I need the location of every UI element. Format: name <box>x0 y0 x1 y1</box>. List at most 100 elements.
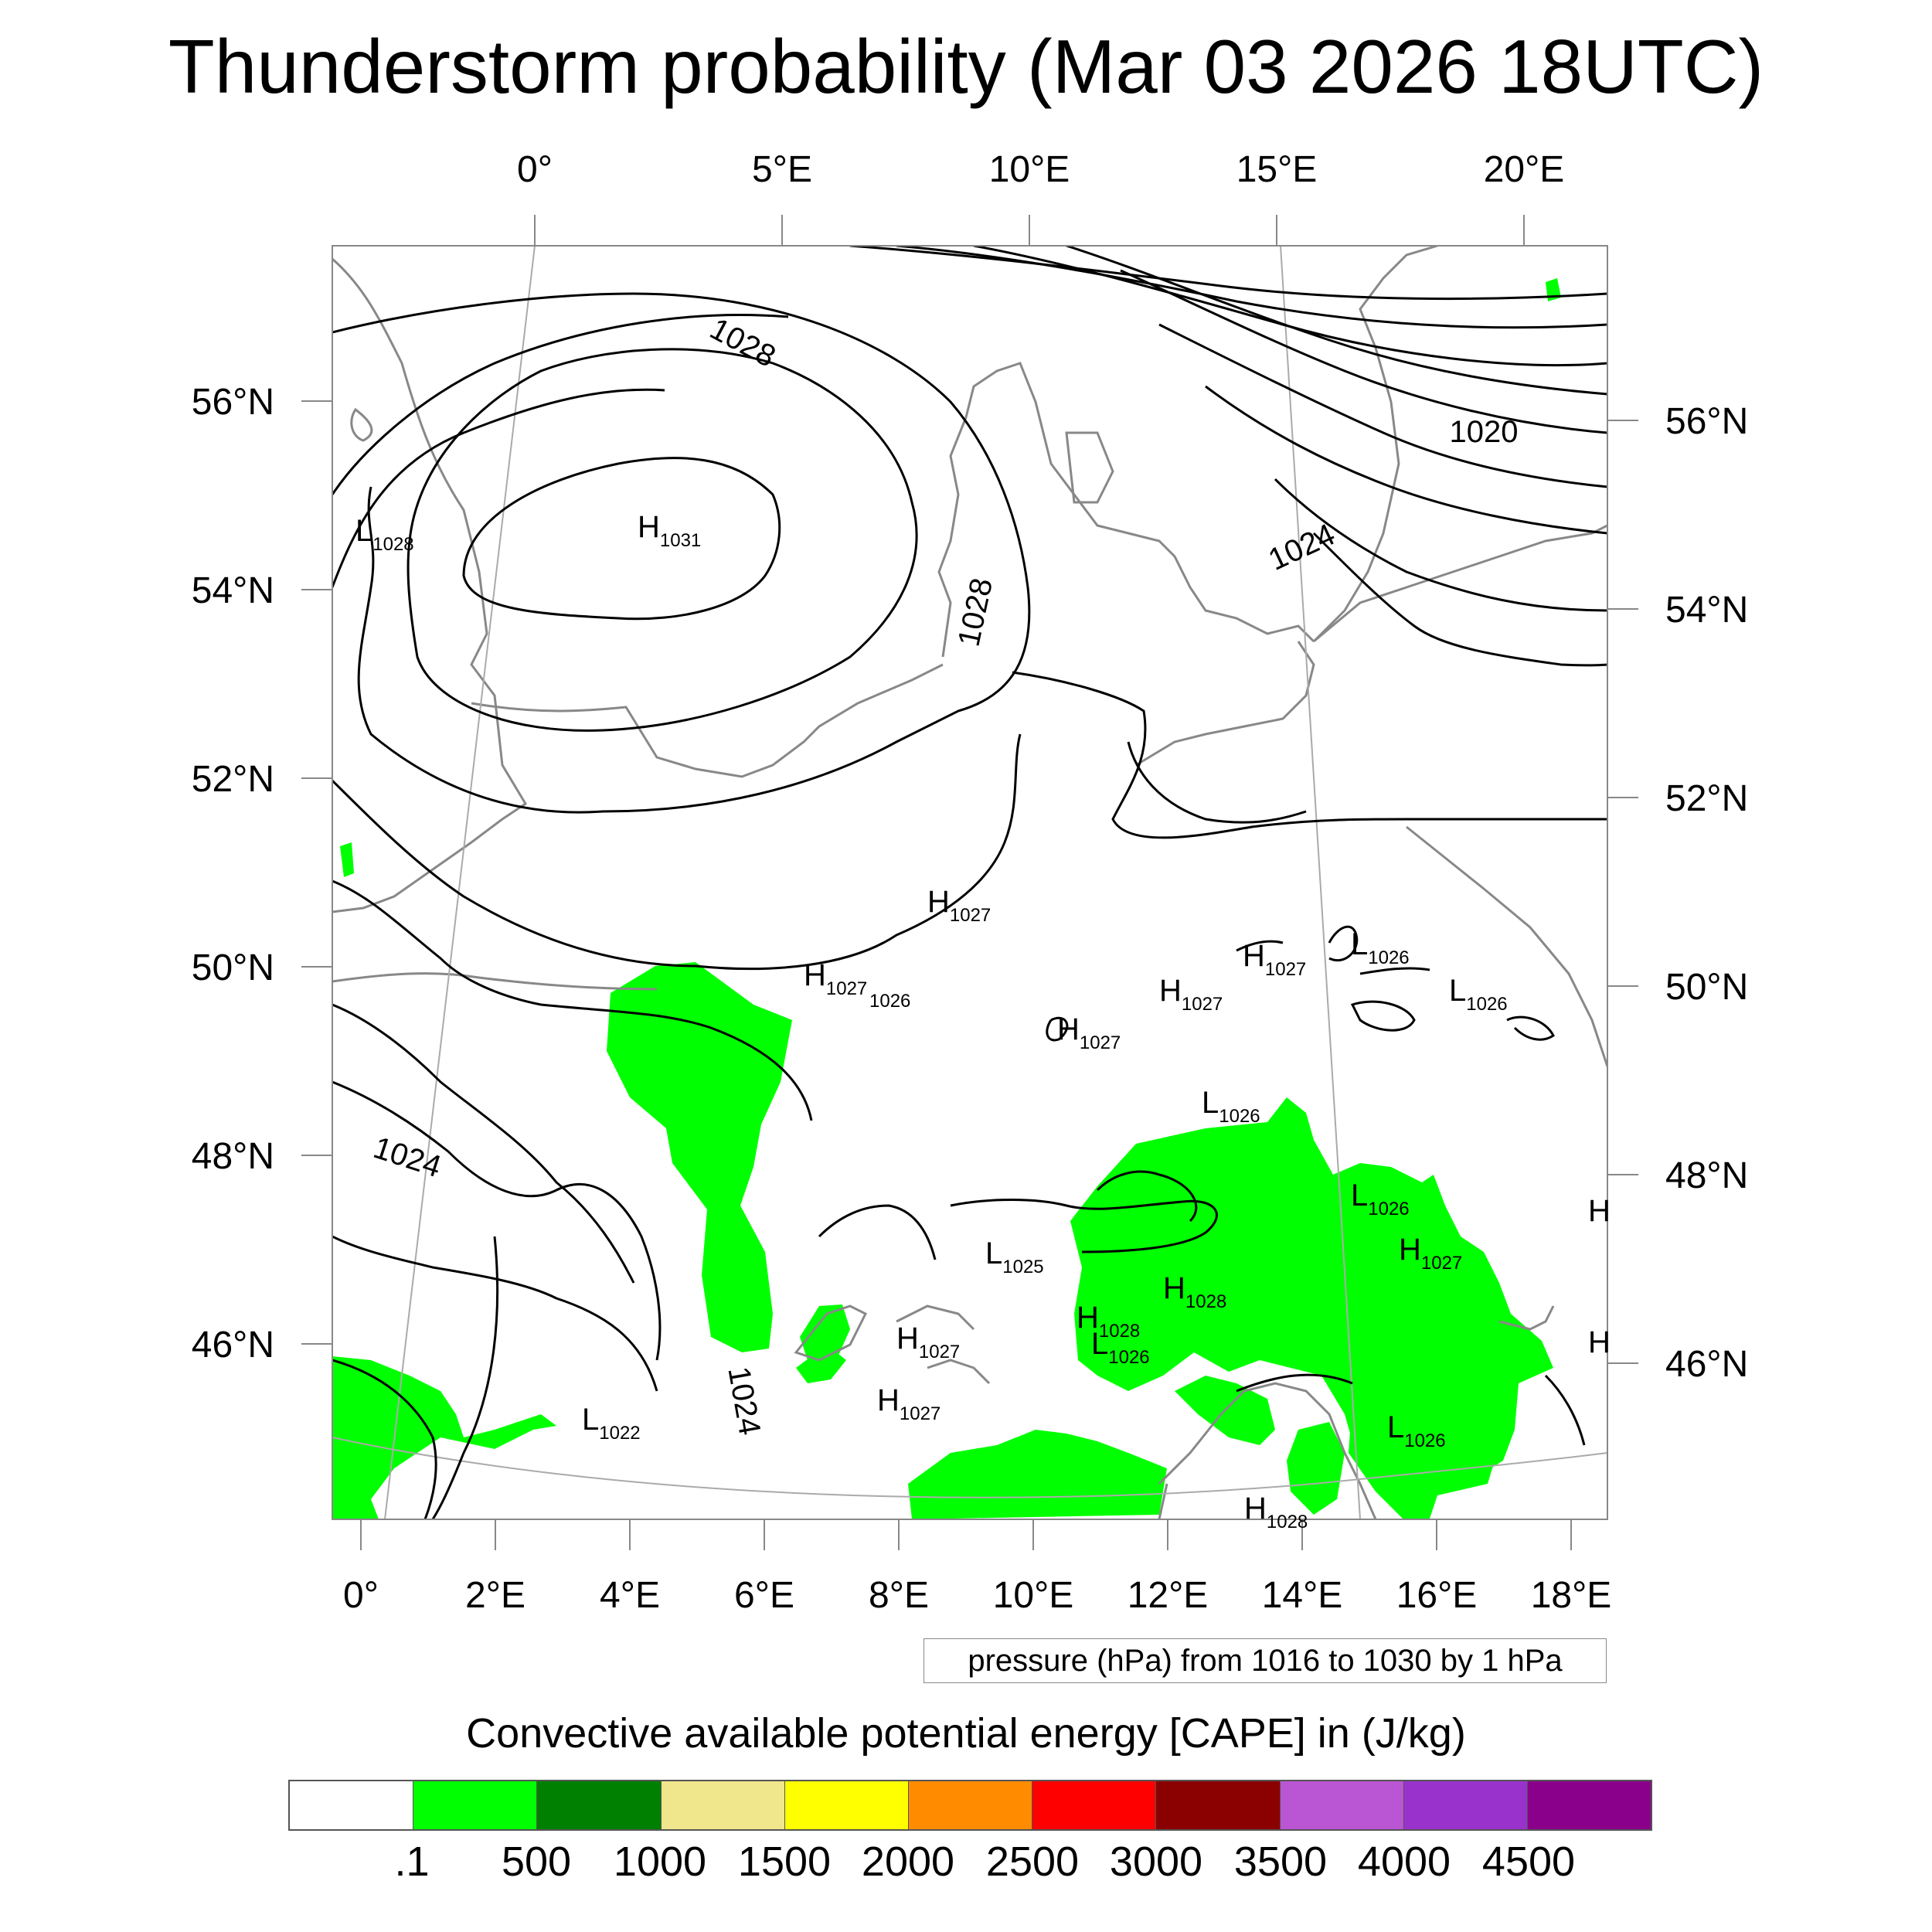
bottom-lon-labels: 0° 2°E 4°E 6°E 8°E 10°E 12°E 14°E 16°E 1… <box>343 1575 1611 1616</box>
bottom-lon-label: 14°E <box>1262 1575 1343 1616</box>
pressure-center-label: H1027 <box>804 958 867 999</box>
pressure-center-label: L1026 <box>1351 927 1410 968</box>
cape-region-southwest <box>332 1356 556 1519</box>
coastlines <box>332 246 1607 1519</box>
colorbar-swatch <box>1403 1781 1528 1829</box>
colorbar-swatch <box>784 1781 909 1829</box>
right-lat-label: 54°N <box>1665 590 1748 631</box>
colorbar-tick-labels: .1 500 1000 1500 2000 2500 3000 3500 400… <box>0 1838 1932 1892</box>
cape-region-po <box>908 1430 1167 1519</box>
bottom-lon-label: 8°E <box>869 1575 929 1616</box>
cape-region-nw-spot <box>340 842 354 877</box>
isobar-label: 1028 <box>704 311 781 374</box>
colorbar-swatch <box>290 1781 414 1829</box>
pressure-center-label: H1028 <box>1163 1271 1226 1312</box>
colorbar-tick-label: 500 <box>501 1838 572 1885</box>
pressure-centers: L1028 H1031 H1027 H1027 1026 H1027 H1027… <box>355 510 1611 1532</box>
colorbar-swatch <box>537 1781 662 1829</box>
pressure-center-label: L1028 <box>355 514 414 555</box>
colorbar-tick-label: 1000 <box>613 1838 707 1885</box>
pressure-center-label: H1027 <box>877 1383 940 1424</box>
bottom-lon-label: 18°E <box>1531 1575 1612 1616</box>
bottom-lon-label: 4°E <box>600 1575 660 1616</box>
cape-region-rhone <box>796 1345 846 1383</box>
pressure-contour-note: pressure (hPa) from 1016 to 1030 by 1 hP… <box>923 1638 1607 1683</box>
colorbar-title: Convective available potential energy [C… <box>466 1710 1466 1757</box>
cape-region-east-lower <box>1349 1352 1515 1519</box>
cape-area <box>332 278 1561 1519</box>
right-lat-label: 56°N <box>1665 401 1748 442</box>
pressure-center-label: H1027 <box>896 1321 960 1362</box>
colorbar-swatch <box>1280 1781 1404 1829</box>
bottom-lon-label: 16°E <box>1396 1575 1478 1616</box>
left-lat-label: 54°N <box>192 570 274 611</box>
pressure-center-label: L1025 <box>985 1236 1044 1277</box>
isobar-label: 1024 <box>369 1131 445 1184</box>
colorbar-swatch <box>1156 1781 1281 1829</box>
top-lon-label: 20°E <box>1484 149 1565 190</box>
pressure-center-label: L1026 <box>1387 1410 1446 1451</box>
colorbar-swatch <box>908 1781 1033 1829</box>
cape-region-ne-spot <box>1546 278 1561 301</box>
pressure-center-label: H1028 <box>1244 1492 1308 1532</box>
right-lat-labels: 56°N 54°N 52°N 50°N 48°N 46°N <box>1665 401 1748 1385</box>
right-lat-label: 48°N <box>1665 1155 1748 1196</box>
pressure-center-label: H <box>1588 1194 1611 1228</box>
top-lon-label: 15°E <box>1236 149 1318 190</box>
right-lat-label: 46°N <box>1665 1344 1748 1385</box>
pressure-center-label: H1027 <box>1159 974 1223 1015</box>
left-lat-labels: 56°N 54°N 52°N 50°N 48°N 46°N <box>192 382 274 1366</box>
bottom-lon-label: 10°E <box>993 1575 1074 1616</box>
pressure-center-label: L1022 <box>582 1403 641 1444</box>
pressure-center-label: L1026 <box>1202 1086 1260 1127</box>
colorbar-swatch <box>661 1781 785 1829</box>
top-lon-label: 5°E <box>752 149 812 190</box>
colorbar-tick-label: .1 <box>394 1838 430 1885</box>
pressure-center-label: H1031 <box>638 510 701 551</box>
colorbar-swatch <box>1032 1781 1157 1829</box>
top-lon-label: 10°E <box>989 149 1070 190</box>
left-lat-label: 56°N <box>192 382 274 423</box>
bottom-lon-label: 6°E <box>734 1575 794 1616</box>
right-lat-label: 50°N <box>1665 967 1748 1008</box>
bottom-lon-label: 0° <box>343 1575 379 1616</box>
pressure-center-label: L1026 <box>1449 974 1508 1015</box>
colorbar-tick-label: 4500 <box>1481 1838 1576 1885</box>
colorbar-swatch <box>1527 1781 1651 1829</box>
isobar-label: 1024 <box>721 1364 767 1437</box>
left-lat-label: 46°N <box>192 1325 274 1366</box>
plot-frame <box>332 245 1608 1520</box>
cape-region-croatia <box>1287 1422 1345 1515</box>
left-lat-label: 52°N <box>192 759 274 800</box>
top-lon-label: 0° <box>517 149 553 190</box>
bottom-lon-label: 2°E <box>465 1575 526 1616</box>
pressure-center-label: H1027 <box>1399 1233 1462 1274</box>
map-title: Thunderstorm probability (Mar 03 2026 18… <box>168 24 1764 109</box>
pressure-center-label: 1026 <box>869 991 910 1012</box>
pressure-center-label: H <box>1588 1325 1611 1359</box>
tick-marks <box>301 215 1638 1550</box>
pressure-center-label: L1026 <box>1091 1327 1150 1368</box>
colorbar-tick-label: 3500 <box>1233 1838 1328 1885</box>
isobar-label: 1028 <box>952 575 1000 649</box>
colorbar-tick-label: 4000 <box>1357 1838 1451 1885</box>
isobars <box>332 246 1607 1519</box>
colorbar <box>288 1780 1652 1831</box>
right-lat-label: 52°N <box>1665 778 1748 819</box>
top-lon-labels: 0° 5°E 10°E 15°E 20°E <box>517 149 1564 190</box>
colorbar-tick-label: 2000 <box>861 1838 955 1885</box>
left-lat-label: 50°N <box>192 947 274 988</box>
cape-region-west <box>607 962 792 1352</box>
colorbar-swatch <box>413 1781 538 1829</box>
pressure-center-label: L1026 <box>1351 1179 1410 1219</box>
graticule <box>332 246 1607 1519</box>
left-lat-label: 48°N <box>192 1136 274 1177</box>
colorbar-tick-label: 3000 <box>1109 1838 1203 1885</box>
colorbar-tick-label: 2500 <box>985 1838 1080 1885</box>
pressure-center-label: H1027 <box>1243 939 1306 980</box>
pressure-center-label: H1027 <box>927 885 991 926</box>
bottom-lon-label: 12°E <box>1128 1575 1209 1616</box>
pressure-center-label: H1028 <box>1077 1301 1140 1342</box>
pressure-center-label: H1027 <box>1057 1012 1121 1053</box>
